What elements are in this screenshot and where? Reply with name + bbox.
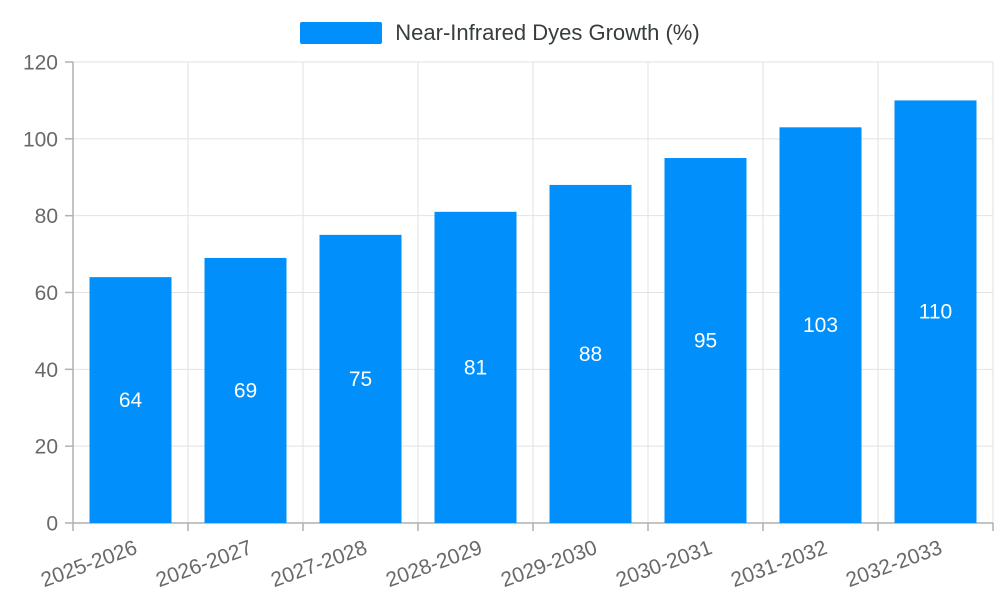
x-tick-label: 2028-2029 xyxy=(383,536,485,592)
x-tick-label: 2025-2026 xyxy=(38,536,140,592)
bar-value-label: 88 xyxy=(579,343,602,366)
bar[interactable] xyxy=(89,277,172,523)
bar-value-label: 110 xyxy=(919,301,952,324)
y-tick-label: 80 xyxy=(35,205,58,228)
legend-label: Near-Infrared Dyes Growth (%) xyxy=(395,20,700,45)
legend-swatch-icon xyxy=(300,22,383,44)
bar[interactable] xyxy=(894,100,977,524)
bar-value-label: 64 xyxy=(119,389,143,412)
x-tick-label: 2026-2027 xyxy=(153,536,255,592)
x-tick-label: 2031-2032 xyxy=(728,536,830,592)
y-tick-label: 60 xyxy=(35,282,58,305)
bar-value-label: 69 xyxy=(234,379,257,402)
y-tick-label: 40 xyxy=(35,359,58,382)
x-tick-label: 2030-2031 xyxy=(613,536,715,592)
y-tick-label: 120 xyxy=(23,52,58,75)
bar-value-label: 103 xyxy=(803,314,838,337)
bar-value-label: 95 xyxy=(694,330,717,353)
y-tick-label: 100 xyxy=(23,128,58,151)
x-tick-label: 2029-2030 xyxy=(498,536,600,592)
legend-item[interactable]: Near-Infrared Dyes Growth (%) xyxy=(0,22,1000,44)
x-tick-label: 2027-2028 xyxy=(268,536,370,592)
x-tick-label: 2032-2033 xyxy=(843,536,945,592)
bar[interactable] xyxy=(319,234,402,523)
bar[interactable] xyxy=(664,158,747,523)
y-tick-label: 20 xyxy=(35,436,58,459)
bar-value-label: 75 xyxy=(349,368,372,391)
bar[interactable] xyxy=(434,211,517,523)
bar-value-label: 81 xyxy=(464,356,487,379)
bar[interactable] xyxy=(204,257,287,523)
bar[interactable] xyxy=(779,127,862,523)
bar[interactable] xyxy=(549,184,632,523)
y-tick-label: 0 xyxy=(46,513,58,536)
